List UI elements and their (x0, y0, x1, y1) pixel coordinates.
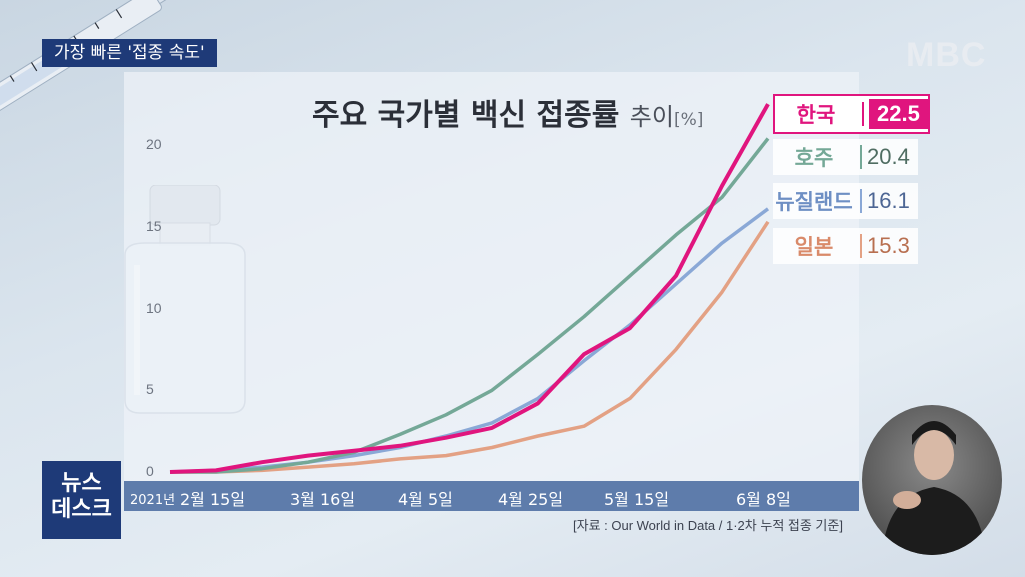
x-tick-label: 4월 5일 (398, 490, 453, 509)
x-tick-label: 4월 25일 (498, 490, 564, 509)
y-tick-label: 5 (146, 381, 154, 398)
chart-unit: [%] (673, 110, 704, 130)
y-tick-label: 0 (146, 463, 154, 479)
x-tick-label: 5월 15일 (604, 490, 670, 509)
label-divider (860, 234, 862, 258)
series-end-label: 일본 15.3 (773, 228, 918, 264)
y-tick-label: 20 (146, 136, 162, 152)
series-name: 한국 (796, 103, 836, 127)
series-line-0 (169, 103, 770, 474)
series-end-label: 호주 20.4 (773, 139, 918, 175)
topic-caption: 가장 빠른 '접종 속도' (42, 39, 217, 67)
series-value: 20.4 (867, 144, 910, 169)
sign-language-interpreter (862, 405, 1002, 555)
y-tick-label: 15 (146, 217, 162, 234)
series-value: 16.1 (867, 188, 910, 213)
series-end-label: 뉴질랜드 16.1 (773, 183, 918, 219)
x-tick-label: 2021년 (130, 493, 176, 508)
label-divider (860, 145, 862, 169)
program-logo-line2: 데스크 (51, 497, 112, 522)
label-divider (862, 102, 864, 126)
chart-panel (124, 72, 859, 482)
chart-title-suffix: 추이 (629, 103, 674, 131)
series-line-1 (170, 137, 770, 474)
series-value: 15.3 (867, 233, 910, 258)
series-name: 뉴질랜드 (775, 190, 853, 214)
label-divider (860, 189, 862, 213)
x-tick-label: 2월 15일 (180, 490, 246, 509)
series-value: 22.5 (869, 99, 928, 129)
source-note: [자료 : Our World in Data / 1·2차 누적 접종 기준] (573, 518, 843, 533)
broadcaster-logo: MBC (906, 36, 987, 74)
program-logo-line1: 뉴스 (61, 471, 102, 496)
series-end-label: 한국 22.5 (773, 94, 930, 134)
series-name: 일본 (794, 235, 834, 259)
x-axis-bar (124, 481, 859, 511)
x-tick-label: 6월 8일 (736, 490, 791, 509)
y-tick-label: 10 (146, 299, 162, 316)
series-line-3 (170, 220, 770, 474)
chart-title-main: 주요 국가별 백신 접종률 (312, 98, 620, 133)
chart-title: 주요 국가별 백신 접종률 추이[%] (312, 90, 703, 134)
x-tick-label: 3월 16일 (290, 490, 356, 509)
program-logo: 뉴스 데스크 (42, 461, 121, 539)
series-name: 호주 (794, 146, 834, 170)
